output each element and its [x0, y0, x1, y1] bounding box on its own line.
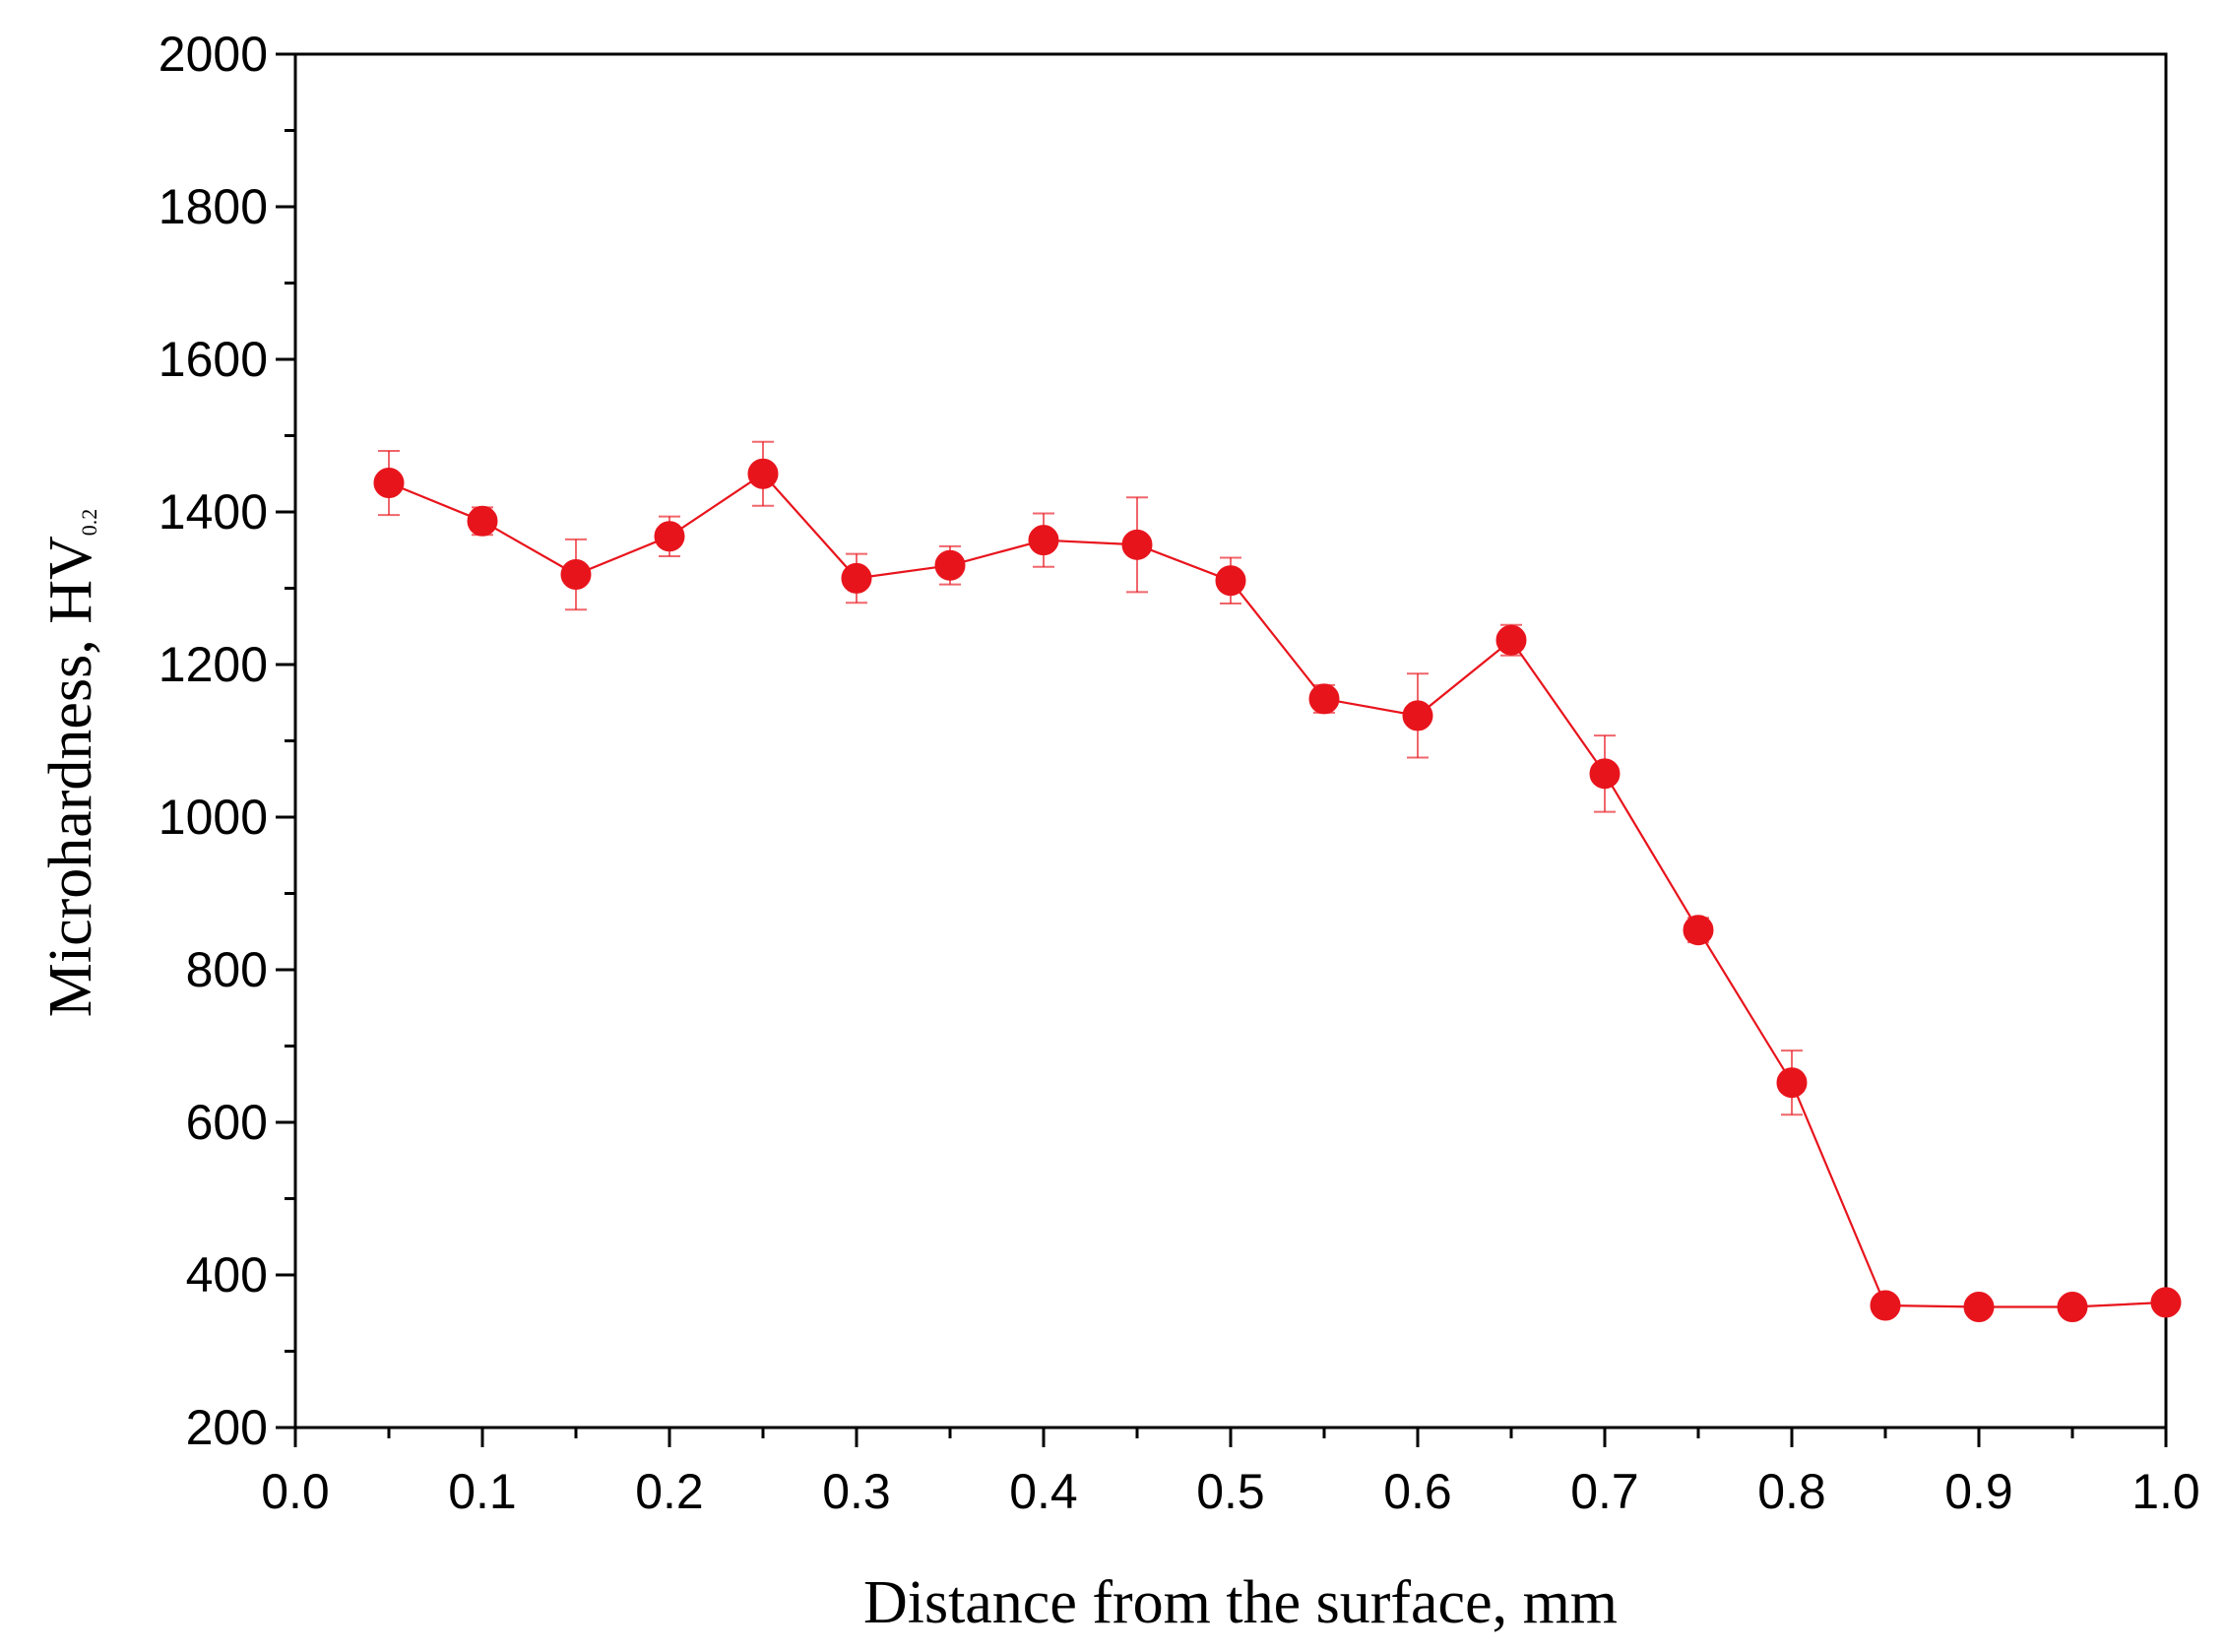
y-axis-ticks: 200 400 600 800 1000 1200 1400 1600 1800 2000: [159, 27, 295, 1455]
data-point: [1215, 565, 1246, 597]
data-point: [1028, 525, 1059, 556]
data-point: [2150, 1287, 2182, 1318]
data-point: [841, 562, 872, 594]
y-axis-title-main: Microhardness, HV: [37, 536, 104, 1017]
y-tick-label: 200: [186, 1400, 268, 1455]
y-tick-label: 400: [186, 1247, 268, 1303]
x-tick-label: 0.0: [261, 1464, 330, 1519]
x-tick-label: 0.5: [1196, 1464, 1265, 1519]
data-point: [1495, 624, 1527, 656]
y-axis-title-group: Microhardness, HV0.2: [37, 509, 104, 1018]
y-tick-label: 1400: [159, 484, 268, 540]
series-line: [388, 472, 2167, 1308]
y-tick-label: 800: [186, 942, 268, 997]
data-point: [934, 549, 966, 581]
y-axis-title-subscript: 0.2: [77, 509, 101, 537]
data-points: [373, 458, 2182, 1323]
error-bars: [378, 440, 2177, 1316]
data-point: [654, 521, 685, 552]
y-tick-label: 1800: [159, 179, 268, 234]
data-point: [1870, 1290, 1901, 1321]
data-point: [1121, 529, 1153, 560]
x-tick-label: 0.6: [1383, 1464, 1452, 1519]
x-tick-label: 0.3: [822, 1464, 891, 1519]
data-point: [1776, 1067, 1808, 1099]
plot-border: [293, 52, 2168, 1430]
y-axis-title: Microhardness, HV0.2: [37, 509, 104, 1018]
x-tick-label: 1.0: [2131, 1464, 2200, 1519]
data-point: [1963, 1292, 1995, 1323]
x-tick-label: 0.1: [448, 1464, 517, 1519]
series-polyline: [388, 472, 2167, 1308]
data-point: [2057, 1292, 2088, 1323]
data-point: [1402, 700, 1433, 731]
y-tick-label: 1600: [159, 332, 268, 387]
x-axis-title: Distance from the surface, mm: [863, 1569, 1618, 1636]
data-point: [1589, 758, 1621, 790]
data-point: [373, 468, 405, 499]
x-tick-label: 0.8: [1757, 1464, 1826, 1519]
y-tick-label: 600: [186, 1095, 268, 1150]
x-tick-label: 0.2: [635, 1464, 704, 1519]
x-tick-label: 0.9: [1944, 1464, 2013, 1519]
y-tick-label: 2000: [159, 27, 268, 82]
data-point: [1683, 915, 1714, 946]
y-tick-label: 1200: [159, 637, 268, 692]
data-point: [467, 505, 498, 537]
plot-frame: [293, 52, 2168, 1430]
x-tick-label: 0.7: [1570, 1464, 1639, 1519]
x-axis-ticks: 0.0 0.1 0.2 0.3 0.4 0.5 0.6 0.7 0.8 0.9 1.0: [261, 1428, 2200, 1519]
x-tick-label: 0.4: [1009, 1464, 1078, 1519]
y-tick-label: 1000: [159, 790, 268, 845]
data-point: [747, 458, 779, 489]
data-point: [560, 559, 592, 591]
data-point: [1308, 683, 1340, 715]
